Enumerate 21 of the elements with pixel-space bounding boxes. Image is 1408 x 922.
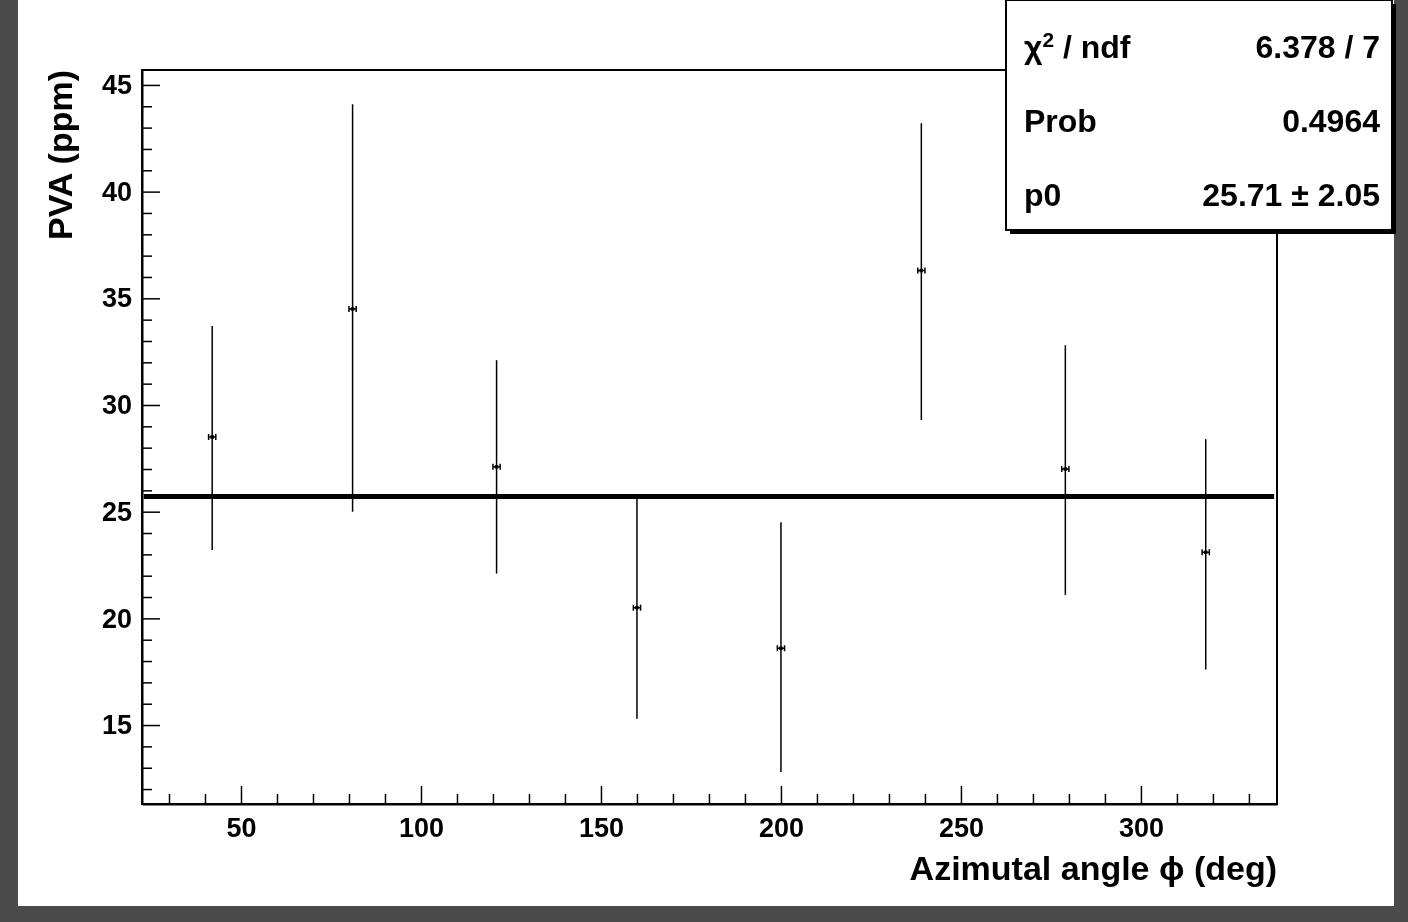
y-tick-label: 15 <box>101 710 132 741</box>
x-tick-label: 250 <box>938 813 984 844</box>
text: 0.4964 <box>1282 103 1381 139</box>
annotation: Prob <box>1024 103 1097 139</box>
annotation: p0 <box>1024 177 1062 213</box>
y-tick-label: 20 <box>101 603 132 634</box>
x-axis-title: Azimutal angle ϕ (deg) <box>909 849 1277 887</box>
x-tick-label: 50 <box>226 813 257 844</box>
x-tick-label: 100 <box>398 813 445 844</box>
x-tick-label: 300 <box>1118 813 1164 844</box>
text: 6.378 / 7 <box>1255 29 1380 65</box>
x-tick-label: 150 <box>578 813 624 844</box>
text: χ$^{2}$ / ndf <box>1024 27 1131 65</box>
annotation: 25.71 ± 2.05 <box>1202 177 1380 213</box>
y-tick-label: 30 <box>101 390 132 421</box>
y-tick-label: 35 <box>101 283 132 314</box>
y-axis-title: PVA (ppm) <box>41 70 79 240</box>
y-tick-label: 45 <box>101 70 132 101</box>
y-tick-label: 40 <box>101 176 132 207</box>
y-tick-label: 25 <box>101 496 132 527</box>
x-tick-label: 200 <box>758 813 804 844</box>
